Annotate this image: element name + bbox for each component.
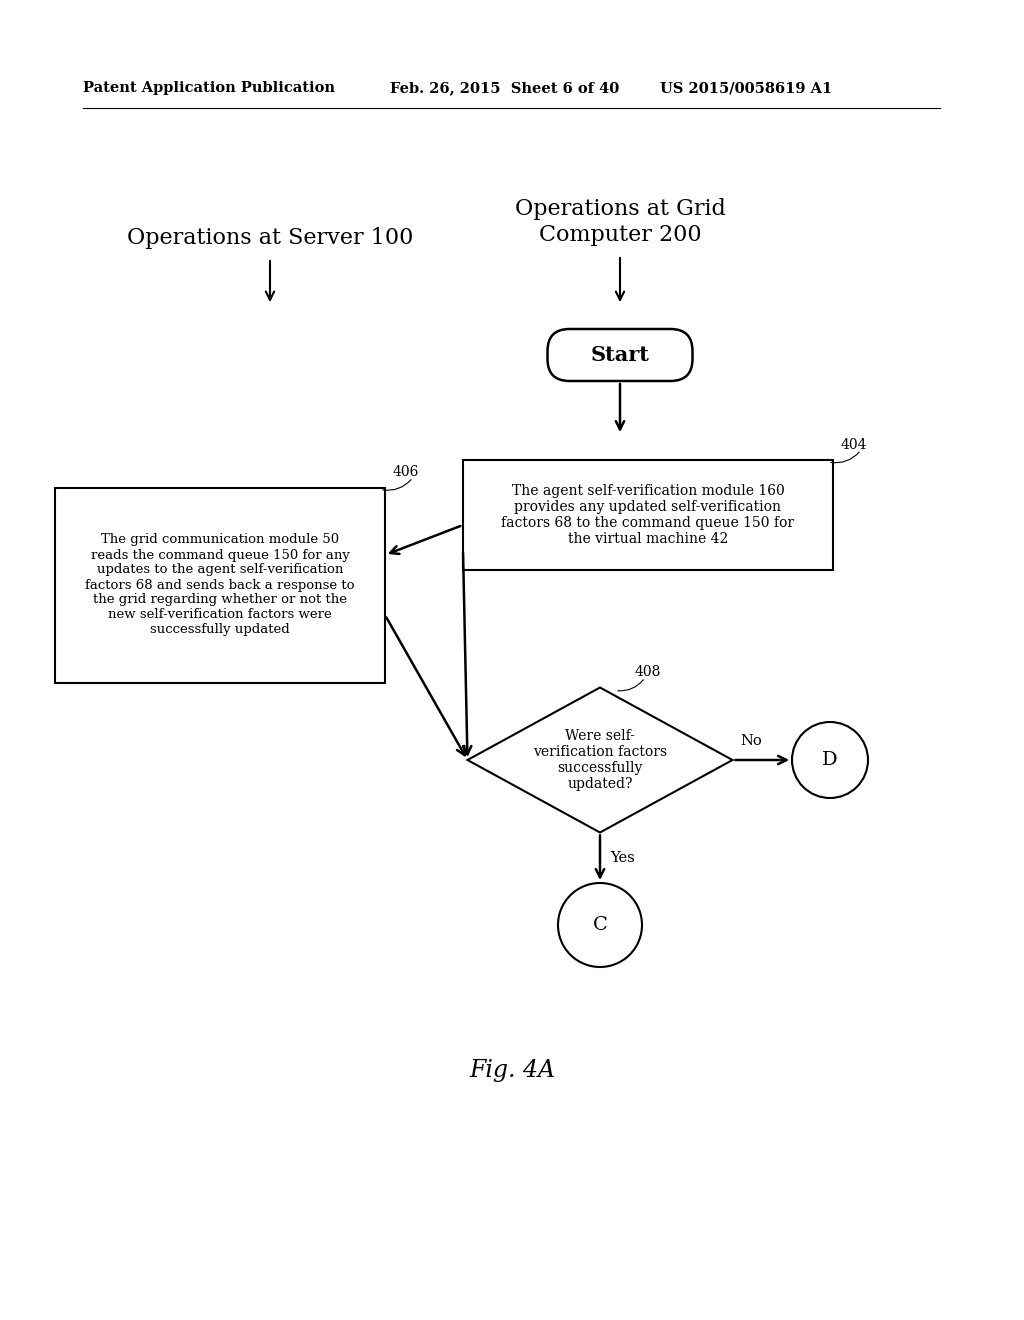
Text: Feb. 26, 2015  Sheet 6 of 40: Feb. 26, 2015 Sheet 6 of 40: [390, 81, 620, 95]
Text: US 2015/0058619 A1: US 2015/0058619 A1: [660, 81, 833, 95]
Bar: [463, 459, 833, 570]
Text: Operations at Grid
Computer 200: Operations at Grid Computer 200: [515, 198, 725, 246]
Text: The grid communication module 50
reads the command queue 150 for any
updates to : The grid communication module 50 reads t…: [85, 533, 354, 636]
Text: 404: 404: [841, 438, 867, 451]
Text: Start: Start: [591, 345, 649, 366]
Text: Patent Application Publication: Patent Application Publication: [83, 81, 335, 95]
Text: No: No: [740, 734, 762, 748]
Text: The agent self-verification module 160
provides any updated self-verification
fa: The agent self-verification module 160 p…: [502, 483, 795, 546]
Circle shape: [558, 883, 642, 968]
Text: Operations at Server 100: Operations at Server 100: [127, 227, 414, 249]
Polygon shape: [468, 688, 732, 833]
Text: Yes: Yes: [610, 850, 635, 865]
FancyBboxPatch shape: [548, 329, 692, 381]
Bar: [55, 487, 385, 682]
Text: C: C: [593, 916, 607, 935]
Circle shape: [792, 722, 868, 799]
Text: 406: 406: [393, 466, 420, 479]
Text: Were self-
verification factors
successfully
updated?: Were self- verification factors successf…: [532, 729, 667, 791]
Text: Fig. 4A: Fig. 4A: [469, 1059, 555, 1081]
Text: D: D: [822, 751, 838, 770]
Text: 408: 408: [635, 665, 662, 680]
